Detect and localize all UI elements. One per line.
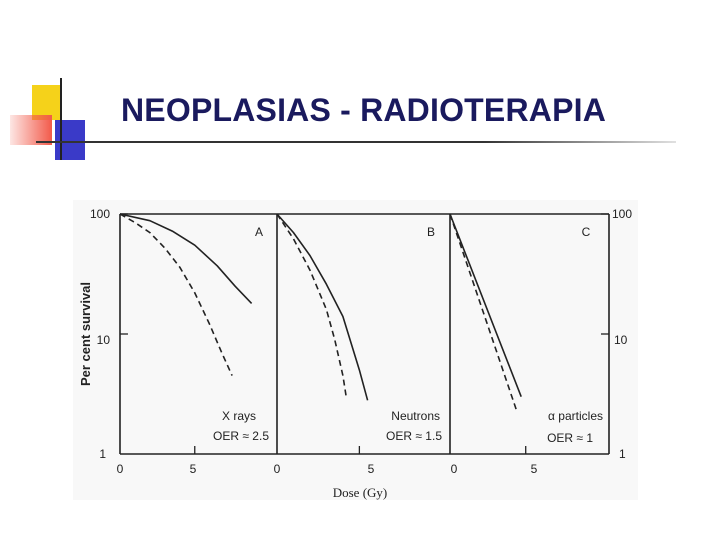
panel-label-b: B <box>427 225 435 239</box>
x-tick-a-0: 0 <box>117 462 124 476</box>
x-tick-a-5: 5 <box>190 462 197 476</box>
radiation-label-a: X rays <box>222 409 256 423</box>
logo-vertical-line <box>60 78 62 160</box>
x-tick-b-0: 0 <box>274 462 281 476</box>
logo-yellow-square <box>32 85 62 120</box>
slide-logo <box>0 0 120 170</box>
oer-label-a: OER ≈ 2.5 <box>213 429 269 443</box>
panel-label-a: A <box>255 225 263 239</box>
oer-label-b: OER ≈ 1.5 <box>386 429 442 443</box>
logo-red-square <box>10 115 52 145</box>
oer-label-c: OER ≈ 1 <box>547 431 593 445</box>
y-axis-label: Per cent survival <box>78 282 93 386</box>
y-tick-left-1: 1 <box>99 447 106 461</box>
page-title: NEOPLASIAS - RADIOTERAPIA <box>121 92 607 128</box>
radiation-label-b: Neutrons <box>391 409 440 423</box>
y-tick-right-100: 100 <box>612 207 632 221</box>
y-tick-right-1: 1 <box>619 447 626 461</box>
curve-c-solid <box>449 213 522 397</box>
x-tick-c-0: 0 <box>451 462 458 476</box>
curve-a-dashed <box>119 213 233 376</box>
radiation-label-c: α particles <box>548 409 603 423</box>
survival-chart: 100 10 1 100 10 1 0 5 0 5 0 5 A B C X ra… <box>78 207 632 500</box>
curve-b-dashed <box>276 213 347 397</box>
x-axis-label: Dose (Gy) <box>333 485 388 500</box>
y-tick-left-10: 10 <box>97 333 111 347</box>
curve-b-solid <box>276 213 369 401</box>
curve-c-dashed <box>449 213 518 411</box>
y-tick-left-100: 100 <box>90 207 110 221</box>
x-tick-c-5: 5 <box>531 462 538 476</box>
x-tick-b-5: 5 <box>368 462 375 476</box>
curve-a-solid <box>119 213 253 304</box>
survival-figure: 100 10 1 100 10 1 0 5 0 5 0 5 A B C X ra… <box>73 200 638 500</box>
y-tick-right-10: 10 <box>614 333 628 347</box>
panel-label-c: C <box>582 225 591 239</box>
title-underline <box>36 141 676 143</box>
